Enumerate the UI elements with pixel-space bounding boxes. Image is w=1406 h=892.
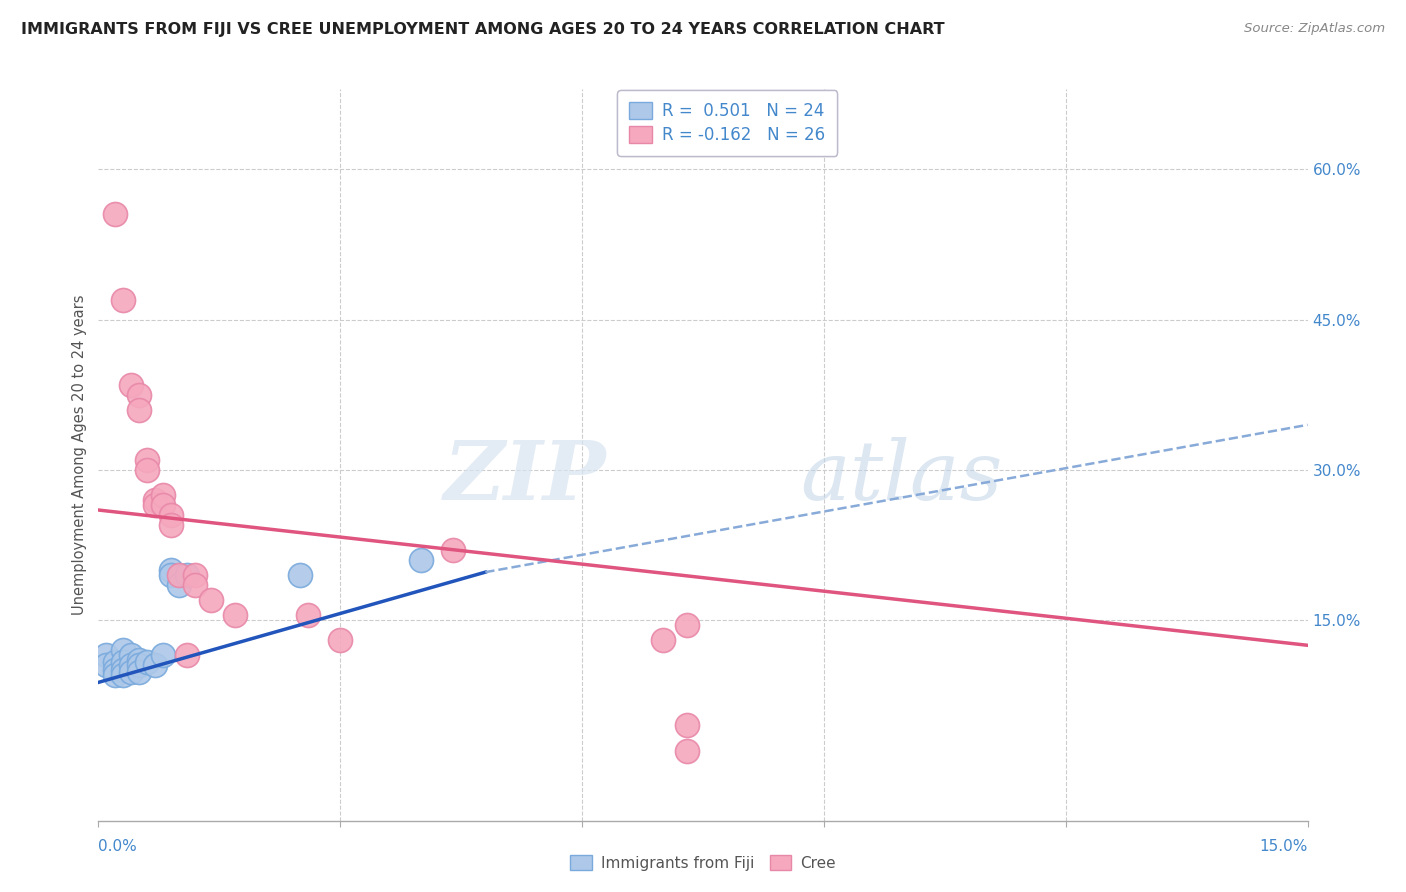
Point <box>135 463 157 477</box>
Point <box>160 508 183 522</box>
Text: IMMIGRANTS FROM FIJI VS CREE UNEMPLOYMENT AMONG AGES 20 TO 24 YEARS CORRELATION : IMMIGRANTS FROM FIJI VS CREE UNEMPLOYMEN… <box>21 22 945 37</box>
Point <box>676 718 699 732</box>
Point <box>111 656 134 670</box>
Point <box>96 648 118 663</box>
Point <box>143 658 166 673</box>
Point <box>111 668 134 682</box>
Point <box>128 658 150 673</box>
Point <box>176 648 198 663</box>
Legend: R =  0.501   N = 24, R = -0.162   N = 26: R = 0.501 N = 24, R = -0.162 N = 26 <box>617 90 837 156</box>
Text: atlas: atlas <box>800 437 1002 516</box>
Point <box>176 568 198 582</box>
Point <box>120 658 142 673</box>
Point <box>111 664 134 678</box>
Point <box>96 658 118 673</box>
Y-axis label: Unemployment Among Ages 20 to 24 years: Unemployment Among Ages 20 to 24 years <box>72 294 87 615</box>
Point <box>167 568 190 582</box>
Point <box>160 518 183 533</box>
Point <box>441 543 464 558</box>
Point <box>200 593 222 607</box>
Point <box>167 578 190 592</box>
Point <box>120 648 142 663</box>
Point <box>651 633 673 648</box>
Point <box>160 568 183 582</box>
Point <box>152 648 174 663</box>
Point <box>297 608 319 623</box>
Point <box>676 618 699 632</box>
Point <box>128 665 150 680</box>
Point <box>135 453 157 467</box>
Point <box>152 488 174 502</box>
Point <box>409 553 432 567</box>
Point <box>103 656 125 670</box>
Point <box>288 568 311 582</box>
Point <box>676 743 699 757</box>
Point <box>143 493 166 508</box>
Text: ZIP: ZIP <box>444 437 606 516</box>
Point <box>128 388 150 402</box>
Point <box>143 498 166 512</box>
Point <box>111 293 134 307</box>
Point <box>128 653 150 667</box>
Point <box>128 402 150 417</box>
Text: 15.0%: 15.0% <box>1260 838 1308 854</box>
Point <box>103 668 125 682</box>
Point <box>135 656 157 670</box>
Point <box>184 578 207 592</box>
Point <box>103 207 125 221</box>
Point <box>120 377 142 392</box>
Text: Source: ZipAtlas.com: Source: ZipAtlas.com <box>1244 22 1385 36</box>
Point <box>160 563 183 577</box>
Point <box>103 664 125 678</box>
Point <box>120 665 142 680</box>
Point <box>224 608 246 623</box>
Point <box>152 498 174 512</box>
Legend: Immigrants from Fiji, Cree: Immigrants from Fiji, Cree <box>561 846 845 880</box>
Point <box>184 568 207 582</box>
Point <box>329 633 352 648</box>
Text: 0.0%: 0.0% <box>98 838 138 854</box>
Point <box>111 643 134 657</box>
